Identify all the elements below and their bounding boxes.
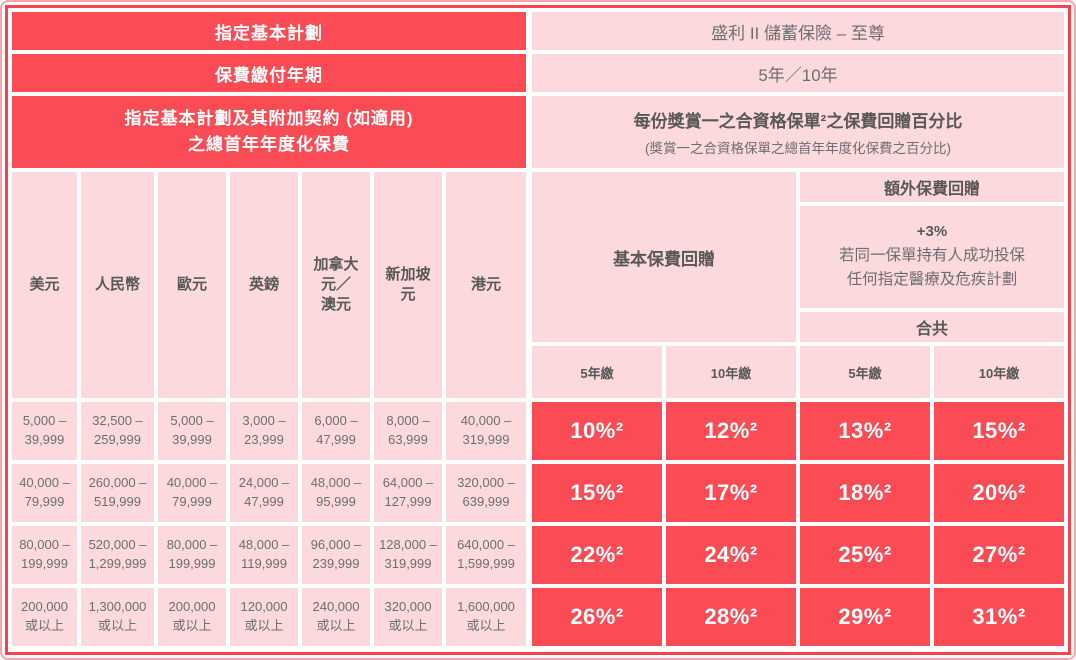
designated-plan-header: 指定基本計劃 [12,12,526,50]
rebate-value-cell: 15%² [934,402,1064,460]
payment-term-value: 5年／10年 [532,54,1064,92]
currency-header-usd: 美元 [12,172,77,398]
amount-cell: 320,000 – 639,999 [446,464,526,522]
payment-terms-row: 5年繳 10年繳 5年繳 10年繳 [532,346,1064,398]
rebate-value-cell: 26%² [532,588,662,646]
right-section-rebates: 盛利 II 儲蓄保險 – 至尊 5年／10年 每份獎賞一之合資格保單²之保費回贈… [532,12,1064,648]
extra-rebate-condition: 若同一保單持有人成功投保 任何指定醫療及危疾計劃 [838,247,1025,288]
currency-header-hkd: 港元 [446,172,526,398]
rebate-value-cell: 27%² [934,526,1064,584]
left-section-premium-bands: 指定基本計劃 保費繳付年期 指定基本計劃及其附加契約 (如適用) 之總首年年度化… [12,12,526,648]
designated-plan-value: 盛利 II 儲蓄保險 – 至尊 [532,12,1064,50]
amount-cell: 240,000 或以上 [302,588,370,646]
amount-cell: 32,500 – 259,999 [81,402,154,460]
rebate-value-cell: 31%² [934,588,1064,646]
rebate-value-cell: 15%² [532,464,662,522]
amount-cell: 24,000 – 47,999 [230,464,298,522]
rebate-header-block: 基本保費回贈 額外保費回贈 +3% 若同一保單持有人成功投保 任何指定醫療及危疾… [532,172,1064,398]
amount-cell: 128,000 – 319,999 [374,526,442,584]
rebate-value-cell: 22%² [532,526,662,584]
amount-cell: 8,000 – 63,999 [374,402,442,460]
amount-cell: 3,000 – 23,999 [230,402,298,460]
term-header-total-5yr: 5年繳 [800,346,930,398]
payment-term-header: 保費繳付年期 [12,54,526,92]
rebate-subtitle: (獎賞一之合資格保單之總首年年度化保費之百分比) [645,141,951,156]
amount-cell: 640,000 – 1,599,999 [446,526,526,584]
amount-cell: 40,000 – 79,999 [158,464,226,522]
premium-band-row-2: 40,000 – 79,999 260,000 – 519,999 40,000… [12,464,526,522]
rebate-row-3: 22%² 24%² 25%² 27%² [532,526,1064,584]
table-inner-frame: 指定基本計劃 保費繳付年期 指定基本計劃及其附加契約 (如適用) 之總首年年度化… [5,5,1071,655]
rebate-header-top: 基本保費回贈 額外保費回贈 +3% 若同一保單持有人成功投保 任何指定醫療及危疾… [532,172,1064,342]
amount-cell: 120,000 或以上 [230,588,298,646]
amount-cell: 320,000 或以上 [374,588,442,646]
amount-cell: 1,300,000 或以上 [81,588,154,646]
amount-cell: 96,000 – 239,999 [302,526,370,584]
amount-cell: 1,600,000 或以上 [446,588,526,646]
extra-rebate-block: 額外保費回贈 +3% 若同一保單持有人成功投保 任何指定醫療及危疾計劃 合共 [800,172,1064,342]
amount-cell: 80,000 – 199,999 [12,526,77,584]
premium-band-row-4: 200,000 或以上 1,300,000 或以上 200,000 或以上 12… [12,588,526,646]
term-header-total-10yr: 10年繳 [934,346,1064,398]
rebate-row-4: 26%² 28%² 29%² 31%² [532,588,1064,646]
rebate-value-cell: 18%² [800,464,930,522]
extra-rebate-bonus: +3% [916,223,948,241]
extra-rebate-condition-cell: +3% 若同一保單持有人成功投保 任何指定醫療及危疾計劃 [800,206,1064,308]
currency-header-row: 美元 人民幣 歐元 英鎊 加拿大 元／ 澳元 新加坡 元 港元 [12,172,526,398]
rebate-percentage-header: 每份獎賞一之合資格保單²之保費回贈百分比 (獎賞一之合資格保單之總首年年度化保費… [532,96,1064,168]
amount-cell: 5,000 – 39,999 [12,402,77,460]
currency-header-gbp: 英鎊 [230,172,298,398]
rebate-value-cell: 17%² [666,464,796,522]
annualized-premium-header: 指定基本計劃及其附加契約 (如適用) 之總首年年度化保費 [12,96,526,168]
rebate-row-1: 10%² 12%² 13%² 15%² [532,402,1064,460]
amount-cell: 520,000 – 1,299,999 [81,526,154,584]
amount-cell: 200,000 或以上 [158,588,226,646]
term-header-basic-5yr: 5年繳 [532,346,662,398]
rebate-value-cell: 28%² [666,588,796,646]
total-rebate-header: 合共 [800,312,1064,342]
rebate-value-cell: 25%² [800,526,930,584]
extra-rebate-header: 額外保費回贈 [800,172,1064,202]
amount-cell: 48,000 – 119,999 [230,526,298,584]
rebate-value-cell: 24%² [666,526,796,584]
amount-cell: 48,000 – 95,999 [302,464,370,522]
currency-header-cad-aud: 加拿大 元／ 澳元 [302,172,370,398]
currency-header-rmb: 人民幣 [81,172,154,398]
rebate-value-cell: 20%² [934,464,1064,522]
amount-cell: 200,000 或以上 [12,588,77,646]
rebate-value-cell: 13%² [800,402,930,460]
term-header-basic-10yr: 10年繳 [666,346,796,398]
rebate-row-2: 15%² 17%² 18%² 20%² [532,464,1064,522]
amount-cell: 40,000 – 319,999 [446,402,526,460]
rebate-title: 每份獎賞一之合資格保單²之保費回贈百分比 [633,112,963,131]
currency-header-sgd: 新加坡 元 [374,172,442,398]
amount-cell: 260,000 – 519,999 [81,464,154,522]
amount-cell: 6,000 – 47,999 [302,402,370,460]
amount-cell: 64,000 – 127,999 [374,464,442,522]
amount-cell: 80,000 – 199,999 [158,526,226,584]
rebate-value-cell: 10%² [532,402,662,460]
amount-cell: 40,000 – 79,999 [12,464,77,522]
rebate-value-cell: 12%² [666,402,796,460]
rebate-value-cell: 29%² [800,588,930,646]
premium-band-row-1: 5,000 – 39,999 32,500 – 259,999 5,000 – … [12,402,526,460]
amount-cell: 5,000 – 39,999 [158,402,226,460]
basic-rebate-header: 基本保費回贈 [532,172,796,342]
currency-header-eur: 歐元 [158,172,226,398]
premium-band-row-3: 80,000 – 199,999 520,000 – 1,299,999 80,… [12,526,526,584]
